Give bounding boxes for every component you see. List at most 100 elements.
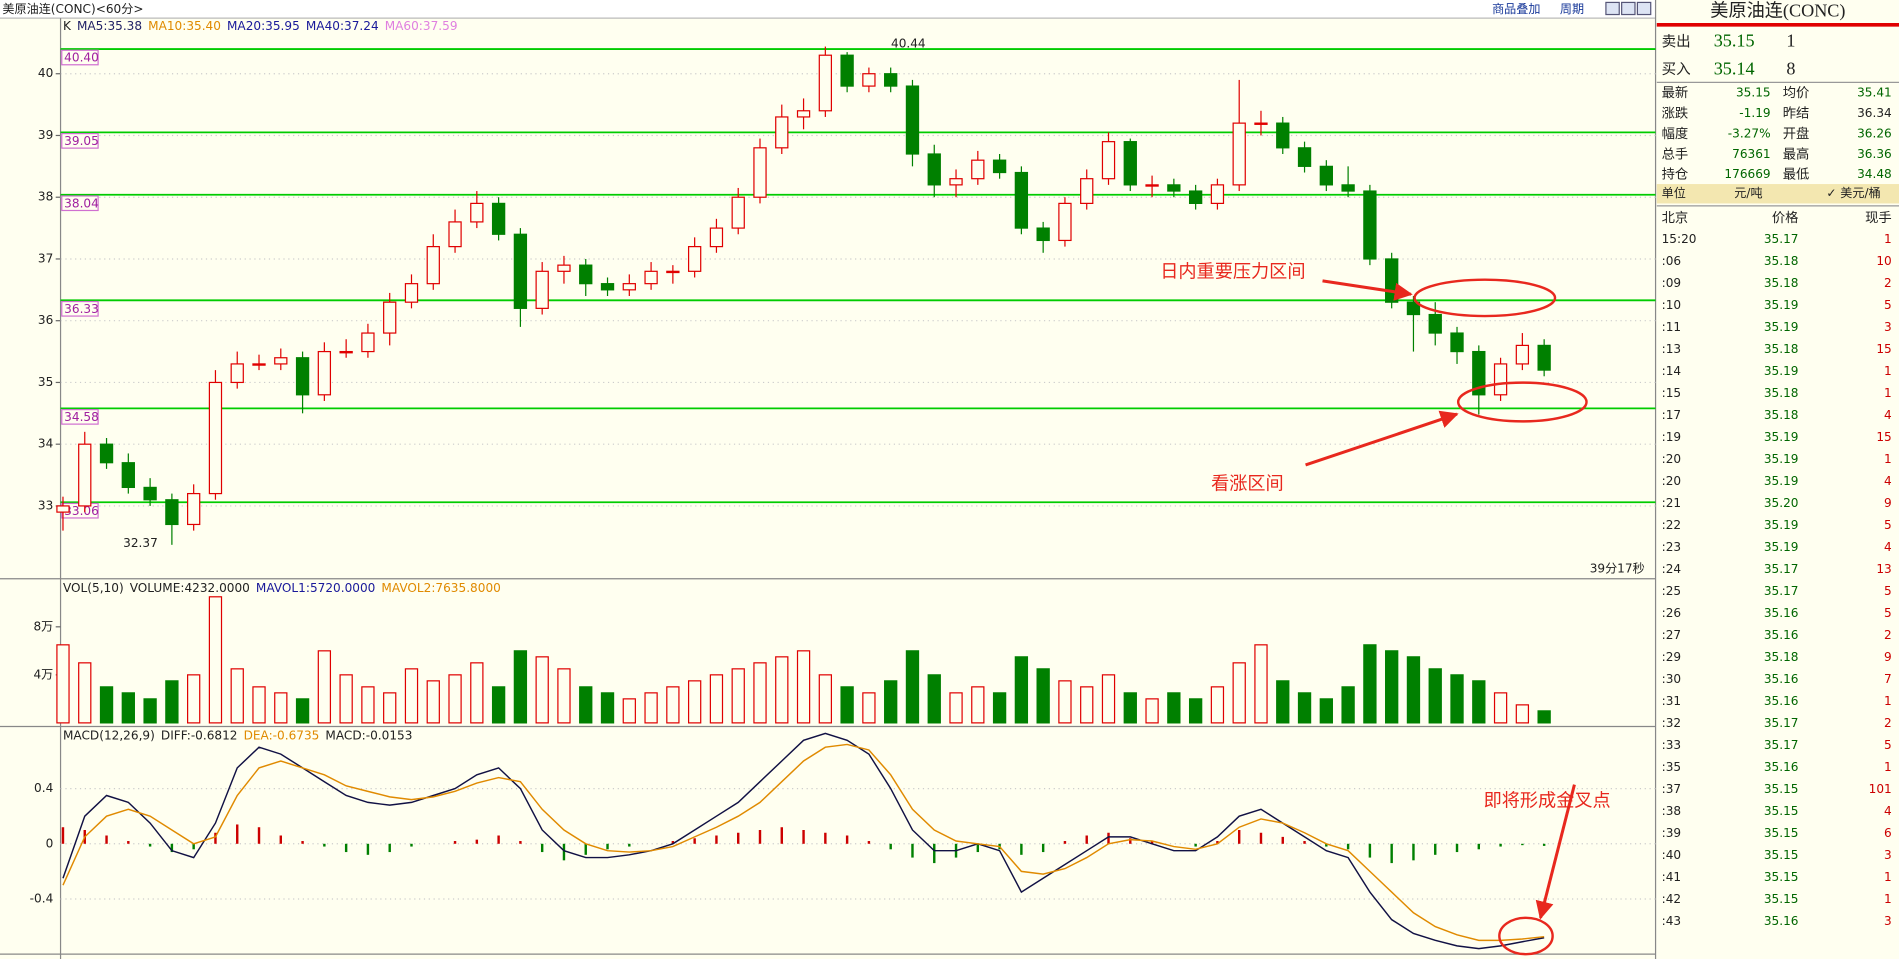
window-title: 美原油连(CONC)<60分> (2, 1, 143, 16)
volume-bar (187, 674, 201, 724)
candle-body (1058, 202, 1072, 242)
candle-body (600, 283, 615, 291)
volume-bar (361, 686, 375, 724)
trade-price: 35.19 (1764, 518, 1799, 532)
trade-time: :29 (1662, 650, 1681, 664)
trade-volume: 2 (1884, 628, 1892, 642)
candle-body (709, 227, 724, 248)
trade-time: :23 (1662, 540, 1681, 554)
candle-body (1014, 171, 1029, 229)
volume-bar (56, 644, 70, 724)
volume-bar (557, 668, 571, 724)
volume-bar (121, 692, 135, 724)
y-tick-label: 0 (46, 836, 54, 850)
stat-label: 幅度 (1662, 126, 1689, 142)
candle-body (753, 147, 767, 198)
volume-bar (884, 680, 898, 724)
trade-time: 15:20 (1662, 232, 1697, 246)
candle-body (579, 264, 593, 285)
stat-value: 35.15 (1736, 86, 1771, 100)
stat-label: 最新 (1662, 85, 1689, 101)
trade-time: :26 (1662, 606, 1681, 620)
trade-price: 35.20 (1764, 496, 1799, 510)
y-tick-label: 39 (38, 128, 53, 142)
volume-bar (1319, 698, 1333, 724)
toolbar-button[interactable]: 周期 (1560, 2, 1584, 16)
stat-value: 34.48 (1857, 167, 1892, 181)
volume-bar (491, 686, 506, 724)
volume-bar (383, 692, 397, 724)
toolbar (0, 0, 1656, 19)
window-icon[interactable] (1621, 1, 1636, 16)
volume-bar (1428, 668, 1442, 724)
volume-bar (992, 692, 1007, 724)
volume-bar (622, 698, 636, 724)
order-volume: 1 (1786, 31, 1795, 51)
volume-bar (448, 674, 462, 724)
trade-price: 35.19 (1764, 320, 1799, 334)
candle-body (622, 283, 636, 291)
volume-bar (1406, 656, 1421, 724)
trade-price: 35.19 (1764, 364, 1799, 378)
stat-value: 36.36 (1857, 147, 1892, 161)
trade-price: 35.19 (1764, 540, 1799, 554)
legend-entry: K (63, 19, 72, 33)
volume-bar (1385, 650, 1399, 724)
trade-volume: 6 (1884, 826, 1892, 840)
trade-price: 35.17 (1764, 716, 1799, 730)
candle-body (884, 73, 898, 87)
arrow (1322, 279, 1413, 301)
trade-price: 35.16 (1764, 914, 1799, 928)
volume-bar (1341, 686, 1355, 724)
trade-volume: 1 (1884, 452, 1892, 466)
candle-body (818, 54, 833, 112)
candle-body (1276, 122, 1290, 149)
trade-time: :11 (1662, 320, 1681, 334)
candle-body (317, 350, 332, 396)
stat-label: 昨结 (1783, 106, 1810, 122)
trade-time: :25 (1662, 584, 1681, 598)
volume-bar (1101, 674, 1116, 724)
candle-body (1319, 165, 1333, 186)
level-label-box (61, 195, 99, 212)
volume-bar (818, 674, 833, 724)
trade-volume: 5 (1884, 738, 1892, 752)
candle-body (1341, 184, 1355, 192)
stat-label: 涨跌 (1662, 106, 1689, 122)
candle-body (1537, 344, 1551, 371)
highlight-ellipse (1498, 916, 1554, 956)
window-icon[interactable] (1605, 1, 1620, 16)
trade-time: :17 (1662, 408, 1681, 422)
high-label: 40.44 (891, 37, 926, 51)
candle-body (1188, 190, 1203, 204)
trade-time: :38 (1662, 804, 1681, 818)
candle-body (1450, 332, 1464, 353)
volume-bar (1254, 644, 1268, 724)
macd-line (62, 743, 1545, 942)
candle-body (731, 196, 745, 229)
candle-body (143, 486, 157, 501)
window-icon[interactable] (1636, 1, 1652, 16)
volume-bar (1145, 698, 1159, 724)
trade-time: :24 (1662, 562, 1682, 576)
candle-body (56, 505, 70, 513)
trade-time: :20 (1662, 452, 1681, 466)
trade-price: 35.15 (1764, 870, 1799, 884)
trade-price: 35.17 (1764, 738, 1799, 752)
annotation: 日内重要压力区间 (1160, 261, 1305, 282)
stat-value: 35.41 (1857, 86, 1892, 100)
y-tick-label: 38 (38, 190, 53, 204)
volume-bar (796, 650, 811, 724)
level-label-box (61, 132, 99, 149)
volume-bar (1450, 674, 1464, 724)
volume-bar (404, 668, 419, 724)
trade-time: :06 (1662, 254, 1681, 268)
volume-bar (1210, 686, 1225, 724)
trade-time: :35 (1662, 760, 1681, 774)
trade-time: :33 (1662, 738, 1681, 752)
legend-entry: MAVOL1:5720.0000 (256, 581, 375, 595)
candle-body (1210, 184, 1225, 204)
toolbar-button[interactable]: 商品叠加 (1492, 1, 1540, 16)
